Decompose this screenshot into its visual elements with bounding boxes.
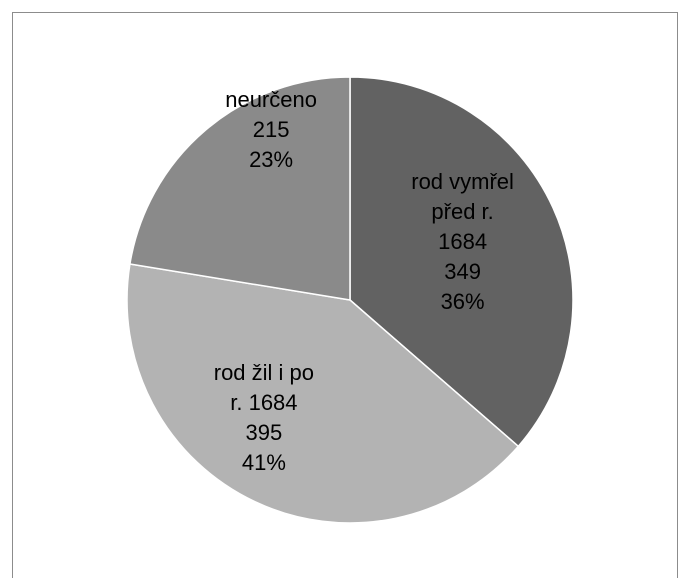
slice-label-1-line-0: rod žil i po [214,360,314,385]
pie-labels: rod vymřel před r. 1684 349 36%rod žil i po r… [214,87,514,475]
slice-label-2-line-2: 23% [249,147,293,172]
pie-slices [126,76,574,524]
slice-label-1-line-2: 395 [246,420,283,445]
pie-slice-1 [126,263,520,524]
pie-slice-0 [349,76,574,448]
slice-label-1: rod žil i po r. 1684 395 41% [214,360,314,475]
slice-label-1-line-1: r. 1684 [230,390,297,415]
slice-label-0: rod vymřel před r. 1684 349 36% [411,169,514,314]
slice-label-0-line-3: 349 [444,259,481,284]
slice-label-0-line-1: před r. [431,199,493,224]
pie-slice-2 [129,76,351,301]
slice-label-2-line-1: 215 [253,117,290,142]
slice-label-0-line-4: 36% [441,289,485,314]
slice-label-2: neurčeno 215 23% [225,87,317,172]
slice-label-1-line-3: 41% [242,450,286,475]
slice-label-0-line-0: rod vymřel [411,169,514,194]
slice-label-0-line-2: 1684 [438,229,487,254]
slice-label-2-line-0: neurčeno [225,87,317,112]
